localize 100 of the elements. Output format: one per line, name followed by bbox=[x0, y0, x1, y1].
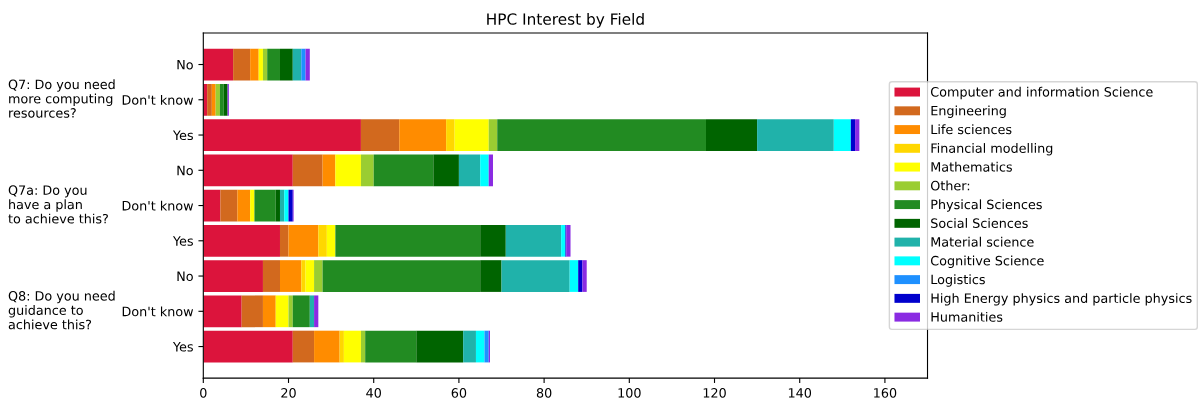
bar bbox=[314, 260, 323, 292]
x-tick-label: 60 bbox=[451, 388, 467, 398]
bar bbox=[203, 295, 242, 328]
bar bbox=[292, 48, 302, 81]
bar bbox=[233, 48, 251, 81]
bar bbox=[446, 119, 455, 151]
bar bbox=[480, 260, 502, 292]
bar bbox=[292, 154, 323, 187]
bar bbox=[203, 119, 361, 151]
bar bbox=[203, 48, 234, 81]
legend-label: Humanities bbox=[931, 311, 1003, 322]
bar bbox=[561, 224, 566, 257]
bar bbox=[279, 189, 285, 222]
legend-label: Mathematics bbox=[931, 161, 1012, 172]
bar bbox=[335, 154, 361, 187]
bar bbox=[284, 189, 289, 222]
text: Q7a: Do you have a plan to achieve this? bbox=[8, 185, 108, 224]
bar bbox=[484, 330, 489, 363]
bar bbox=[326, 224, 336, 257]
bar bbox=[360, 154, 374, 187]
legend-label: Other: bbox=[930, 180, 970, 191]
bar bbox=[454, 119, 489, 151]
bar bbox=[318, 224, 327, 257]
bar bbox=[339, 330, 344, 363]
x-tick-label: 80 bbox=[536, 388, 552, 398]
bar bbox=[505, 224, 562, 257]
y-tick-label: Yes bbox=[172, 130, 193, 141]
y-tick-label: No bbox=[177, 271, 193, 282]
y-tick-label: No bbox=[177, 165, 193, 176]
bar bbox=[373, 154, 434, 187]
bar bbox=[301, 260, 306, 292]
y-tick-label: Yes bbox=[172, 342, 193, 352]
bar bbox=[203, 260, 263, 292]
bar bbox=[501, 260, 570, 292]
bar bbox=[207, 83, 212, 116]
bar bbox=[254, 189, 276, 222]
bar bbox=[480, 154, 489, 187]
y-tick-label: Don't know bbox=[122, 200, 194, 211]
bar bbox=[262, 48, 268, 81]
y-tick-label: No bbox=[177, 60, 193, 70]
bar bbox=[211, 83, 216, 116]
bar bbox=[855, 119, 860, 151]
bar bbox=[480, 224, 506, 257]
bar bbox=[566, 224, 571, 257]
bar bbox=[569, 260, 579, 292]
legend-label: Computer and information Science bbox=[930, 86, 1153, 100]
x-tick-label: 40 bbox=[366, 388, 381, 398]
bar bbox=[305, 48, 310, 81]
x-tick-label: 20 bbox=[281, 388, 296, 398]
bar bbox=[219, 83, 224, 116]
bar bbox=[433, 154, 459, 187]
x-tick-label: 160 bbox=[874, 388, 897, 398]
bar bbox=[203, 154, 293, 187]
legend-label: Material science bbox=[931, 236, 1034, 247]
bar bbox=[250, 189, 255, 222]
x-tick-label: 0 bbox=[200, 388, 207, 398]
text: Q8: Do you need guidance to achieve this? bbox=[8, 290, 115, 330]
bar bbox=[279, 224, 289, 257]
legend-label: Physical Sciences bbox=[931, 199, 1042, 212]
bar bbox=[314, 295, 319, 328]
legend-label: Life sciences bbox=[931, 124, 1012, 135]
bar bbox=[314, 330, 340, 363]
bar bbox=[833, 119, 851, 151]
y-tick-label: Don't know bbox=[122, 94, 194, 105]
bar bbox=[288, 295, 293, 328]
bar bbox=[416, 330, 464, 363]
bar bbox=[343, 330, 361, 363]
bar bbox=[322, 260, 481, 292]
bar bbox=[292, 330, 315, 363]
bar bbox=[292, 295, 310, 328]
legend-label: Engineering bbox=[931, 105, 1006, 118]
bar bbox=[488, 154, 493, 187]
bar bbox=[279, 260, 302, 292]
chart-title: HPC Interest by Field bbox=[487, 12, 644, 28]
bar bbox=[309, 295, 315, 328]
bar bbox=[288, 189, 293, 222]
bar bbox=[203, 224, 280, 257]
bar bbox=[335, 224, 481, 257]
bar bbox=[258, 48, 263, 81]
bar bbox=[279, 48, 293, 81]
bar bbox=[250, 48, 259, 81]
bar bbox=[215, 83, 220, 116]
bar bbox=[203, 330, 293, 363]
x-tick-label: 100 bbox=[618, 388, 641, 398]
legend-label: Social Sciences bbox=[931, 218, 1028, 228]
bar bbox=[488, 119, 498, 151]
bar bbox=[757, 119, 834, 151]
legend-label: High Energy physics and particle physics bbox=[931, 293, 1192, 306]
bar bbox=[582, 260, 587, 292]
legend-label: Cognitive Science bbox=[930, 255, 1044, 268]
bar bbox=[220, 189, 238, 222]
bar bbox=[262, 295, 276, 328]
bar bbox=[301, 48, 306, 81]
legend-label: Logistics bbox=[931, 274, 985, 287]
y-tick-label: Yes bbox=[172, 236, 193, 246]
bar bbox=[365, 330, 417, 363]
bar bbox=[241, 295, 263, 328]
bar bbox=[322, 154, 336, 187]
bar bbox=[463, 330, 476, 363]
x-tick-label: 120 bbox=[703, 388, 726, 398]
